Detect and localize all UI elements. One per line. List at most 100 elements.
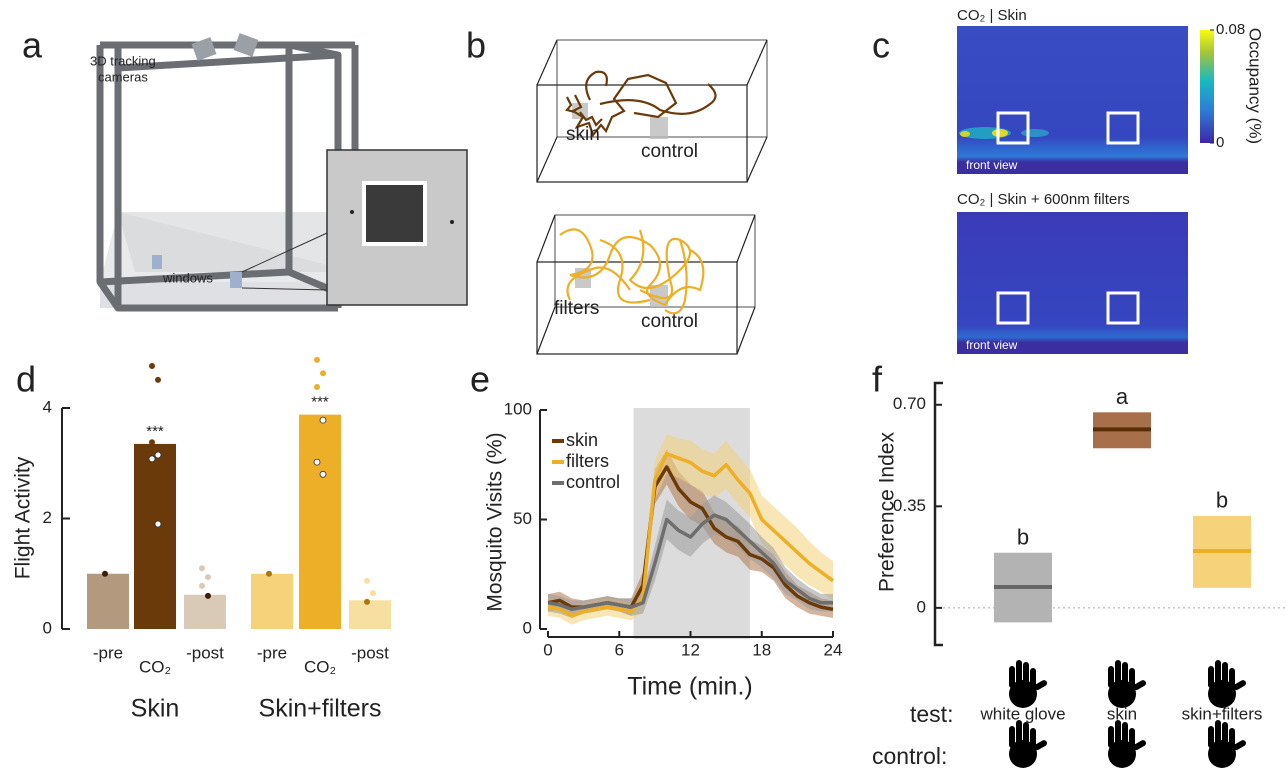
bar	[349, 600, 391, 629]
x-axis-label: Time (min.)	[627, 673, 752, 701]
x-tick-label: -post	[186, 643, 224, 662]
data-point	[102, 570, 108, 577]
glove-icon	[1008, 659, 1049, 709]
label: 3D tracking	[90, 53, 156, 68]
panel-letter: d	[16, 359, 36, 400]
label: windows	[162, 270, 213, 285]
legend-label: skin	[566, 430, 598, 450]
trajectory	[559, 70, 717, 315]
data-point	[199, 582, 205, 589]
y-tick-label: 0	[523, 618, 532, 637]
heatmap-title: CO₂ | Skin + 600nm filters	[957, 191, 1130, 208]
x-tick-label: white glove	[979, 704, 1065, 723]
y-tick-label: 0.70	[893, 394, 926, 413]
data-point	[205, 592, 211, 599]
x-tick-label: CO₂	[139, 657, 171, 676]
x-tick-label: 0	[543, 640, 552, 659]
data-point	[320, 370, 326, 377]
significance: ***	[146, 423, 164, 440]
y-tick-label: 50	[513, 509, 532, 528]
heatmap-title: CO₂ | Skin	[957, 7, 1027, 24]
y-tick-label: 2	[43, 508, 52, 527]
x-tick-label: 18	[752, 640, 771, 659]
x-tick-label: 24	[824, 640, 843, 659]
data-point	[149, 363, 155, 370]
glove-icon	[1207, 659, 1248, 709]
y-axis-label: Flight Activity	[12, 456, 35, 579]
label: filters	[554, 298, 599, 319]
glove-icon	[1107, 719, 1148, 769]
data-point	[154, 520, 162, 528]
group-label: Skin+filters	[259, 695, 382, 723]
colorbar-label: Occupancy (%)	[1246, 28, 1265, 144]
label: skin	[566, 124, 600, 145]
row-label: test:	[910, 701, 953, 727]
glove-icon	[1207, 719, 1248, 769]
group-letter: b	[1216, 488, 1228, 513]
label: control	[641, 141, 698, 162]
glove-icon	[1107, 659, 1148, 709]
x-tick-label: skin	[1107, 704, 1137, 723]
bar	[134, 443, 176, 629]
label: control	[641, 311, 698, 332]
legend-label: control	[566, 472, 620, 492]
panel-letter: b	[466, 25, 486, 66]
x-tick-label: -post	[351, 643, 389, 662]
x-tick-label: skin+filters	[1182, 704, 1263, 723]
x-tick-label: -pre	[257, 643, 287, 662]
data-point	[199, 565, 205, 572]
heatmap	[957, 26, 1214, 354]
cage-illustration	[96, 33, 468, 312]
x-tick-label: 12	[681, 640, 700, 659]
y-axis-label: Preference Index	[876, 432, 899, 592]
y-tick-label: 0	[43, 618, 52, 637]
panel-letter: c	[872, 25, 890, 66]
data-point	[314, 384, 320, 391]
group-label: Skin	[131, 695, 180, 723]
data-point	[205, 574, 211, 581]
data-point	[364, 577, 370, 584]
line	[547, 452, 835, 618]
glove-icon	[1008, 719, 1049, 769]
error-band	[548, 495, 833, 619]
data-point	[149, 439, 155, 446]
y-axis-label: Mosquito Visits (%)	[484, 432, 507, 611]
x-tick-label: -pre	[93, 643, 123, 662]
data-point	[314, 356, 320, 363]
panel-letter: e	[470, 359, 490, 400]
y-tick-label: 0.35	[893, 496, 926, 515]
x-tick-label: CO₂	[304, 657, 336, 676]
label: cameras	[98, 69, 148, 84]
data-point	[313, 458, 321, 466]
line	[547, 513, 833, 612]
x-tick-label: 6	[615, 640, 624, 659]
data-point	[155, 376, 161, 383]
group-letter: b	[1017, 525, 1029, 550]
data-point	[154, 451, 162, 459]
bar	[87, 573, 129, 629]
bar	[251, 573, 293, 629]
row-label: control:	[872, 743, 947, 769]
significance: ***	[311, 394, 329, 411]
y-axis	[933, 381, 943, 647]
data-point	[364, 598, 370, 605]
bar	[184, 594, 226, 629]
panel-letter: f	[872, 359, 883, 400]
data-point	[266, 570, 272, 577]
data-point	[319, 470, 327, 478]
y-tick-label: 100	[504, 399, 532, 418]
colorbar-tick-label: 0.08	[1216, 21, 1245, 38]
group-letter: a	[1116, 384, 1129, 409]
y-tick-label: 4	[43, 397, 52, 416]
data-point	[319, 416, 327, 424]
legend-label: filters	[566, 451, 609, 471]
colorbar-tick-label: 0	[1216, 134, 1224, 151]
data-point	[370, 590, 376, 597]
data-point	[148, 455, 156, 463]
view-label: front view	[966, 338, 1018, 352]
panel-letter: a	[22, 25, 43, 66]
bar	[299, 414, 341, 629]
view-label: front view	[966, 158, 1018, 172]
y-tick-label: 0	[917, 597, 926, 616]
